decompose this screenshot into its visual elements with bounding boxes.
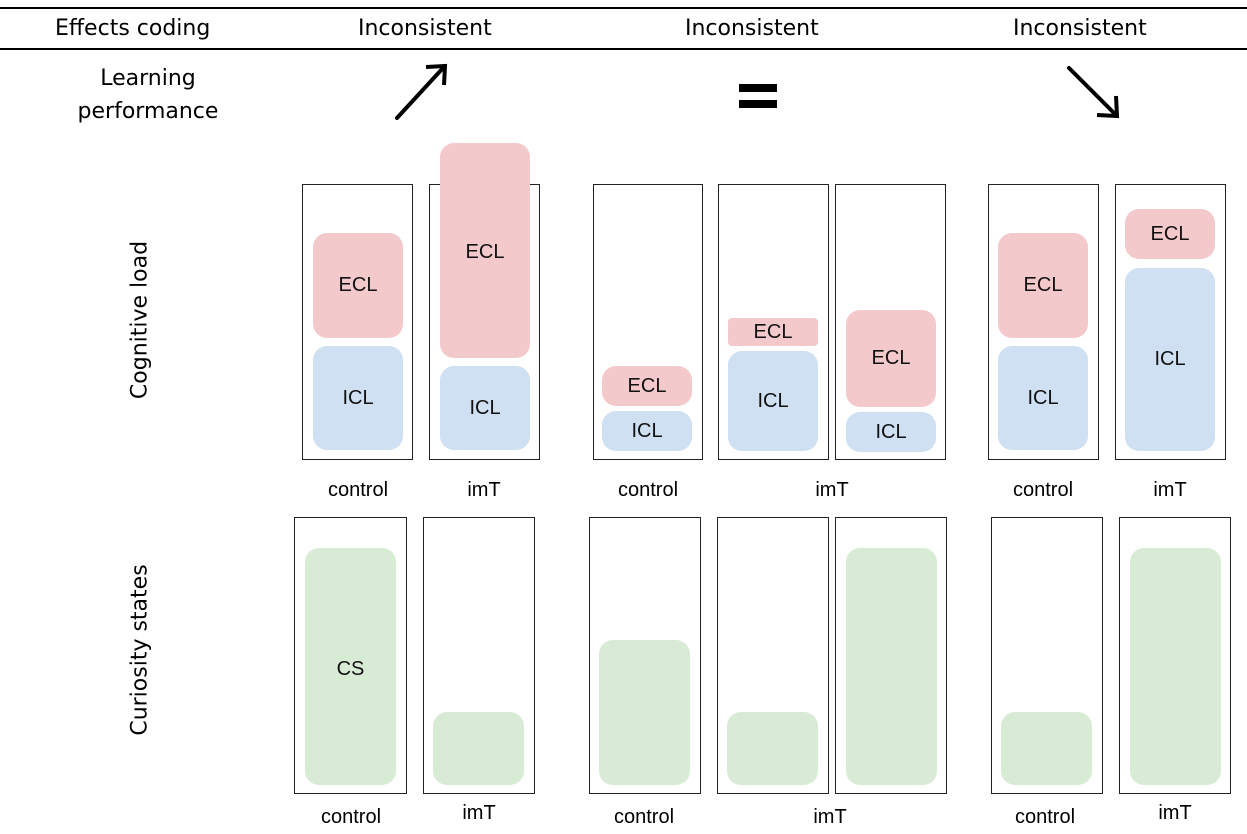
learning-performance-line-1: Learning — [100, 66, 196, 91]
cl-panel-g2-imt-b — [835, 184, 946, 460]
icl-block: ICL — [846, 412, 936, 452]
cs-panel-g2-imt-a — [717, 517, 829, 794]
cl-panel-g3-control — [988, 184, 1099, 460]
condition-label-control: control — [617, 479, 679, 501]
condition-label-imt: imT — [462, 802, 496, 824]
condition-label-imt: imT — [467, 479, 501, 501]
ecl-block: ECL — [440, 143, 530, 358]
cs-panel-g2-imt-b — [835, 517, 947, 794]
header-rule — [0, 48, 1247, 50]
icl-block: ICL — [998, 346, 1088, 450]
condition-label-control: control — [320, 806, 382, 828]
top-rule — [0, 7, 1247, 9]
cs-panel-g2-control — [589, 517, 701, 794]
ecl-block: ECL — [728, 318, 818, 346]
ecl-block: ECL — [846, 310, 936, 407]
condition-label-imt: imT — [1153, 479, 1187, 501]
cl-panel-g2-imt-a — [718, 184, 829, 460]
condition-label-imt: imT — [813, 806, 847, 828]
column-header-3: Inconsistent — [1013, 16, 1147, 41]
learning-performance-line-2: performance — [77, 99, 219, 124]
effects-coding-header: Effects coding — [55, 16, 211, 41]
condition-label-imt: imT — [815, 479, 849, 501]
cl-panel-g1-control — [302, 184, 413, 460]
cs-panel-g3-imt — [1119, 517, 1231, 794]
equals-icon — [739, 84, 777, 116]
condition-label-control: control — [1014, 806, 1076, 828]
condition-label-control: control — [1012, 479, 1074, 501]
cs-panel-g3-control — [991, 517, 1103, 794]
down-right-arrow-icon — [1067, 66, 1120, 119]
cs-block — [599, 640, 690, 785]
condition-label-control: control — [327, 479, 389, 501]
condition-label-control: control — [613, 806, 675, 828]
icl-block: ICL — [1125, 268, 1215, 451]
ecl-block: ECL — [313, 233, 403, 338]
icl-block: ICL — [602, 411, 692, 451]
cs-panel-g1-imt — [423, 517, 535, 794]
cs-block: CS — [305, 548, 396, 785]
cs-block — [1130, 548, 1221, 785]
cl-panel-g3-imt — [1115, 184, 1226, 460]
icl-block: ICL — [313, 346, 403, 450]
icl-block: ICL — [440, 366, 530, 450]
cs-panel-g1-control — [294, 517, 407, 794]
cs-block — [846, 548, 937, 785]
ecl-block: ECL — [1125, 209, 1215, 259]
cs-block — [433, 712, 524, 785]
cl-panel-g2-control — [593, 184, 703, 460]
ecl-block: ECL — [602, 366, 692, 406]
condition-label-imt: imT — [1158, 802, 1192, 824]
learning-performance-label: Learning performance — [58, 62, 238, 128]
curiosity-states-label: Curiosity states — [127, 564, 153, 736]
up-right-arrow-icon — [395, 63, 448, 120]
ecl-block: ECL — [998, 233, 1088, 338]
icl-block: ICL — [728, 351, 818, 451]
column-header-2: Inconsistent — [685, 16, 819, 41]
cognitive-load-label: Cognitive load — [127, 240, 153, 400]
cs-block — [1001, 712, 1092, 785]
column-header-1: Inconsistent — [358, 16, 492, 41]
cs-block — [727, 712, 818, 785]
